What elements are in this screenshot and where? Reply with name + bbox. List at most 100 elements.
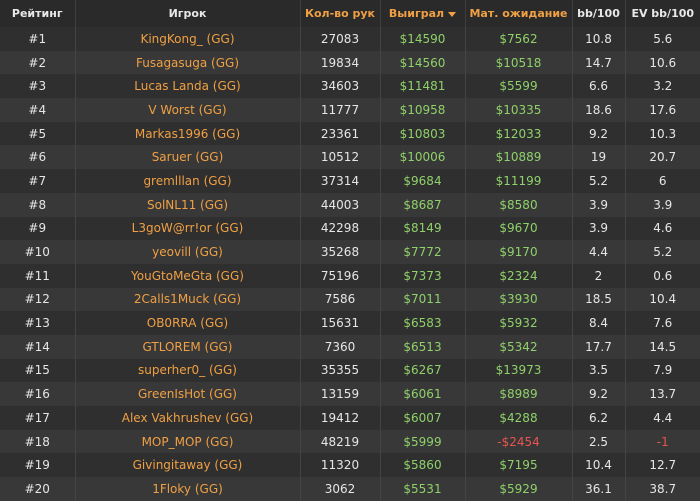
hands: 35355: [299, 358, 380, 383]
column-header: EV bb/100: [624, 0, 700, 27]
ev-bb-per-100: 6: [624, 169, 700, 193]
bb-per-100: 10.4: [571, 453, 625, 478]
ev-bb-per-100: 17.6: [624, 98, 700, 122]
table-row: #8 SolNL11 (GG) 44003 $8687 $8580 3.9 3.9: [0, 192, 700, 217]
ev-bb-per-100: 5.6: [624, 27, 700, 51]
player-name[interactable]: KingKong_ (GG): [74, 27, 300, 51]
rank: #20: [24, 481, 50, 496]
player-name[interactable]: GTLOREM (GG): [74, 334, 300, 359]
hands: 44003: [299, 192, 380, 217]
player-name[interactable]: V Worst (GG): [74, 98, 300, 122]
bb-per-100: 9.2: [571, 382, 625, 406]
player-name[interactable]: Fusagasuga (GG): [74, 50, 300, 75]
expected-value: $9670: [464, 216, 572, 241]
column-header: Кол-во рук: [299, 0, 380, 27]
ev-bb-per-100: 12.7: [624, 453, 700, 478]
bb-per-100: 3.9: [571, 192, 625, 217]
hands: 35268: [299, 240, 380, 264]
ev-bb-per-100: 20.7: [624, 145, 700, 170]
expected-value: $5932: [464, 311, 572, 335]
rank: #13: [24, 316, 50, 331]
rank: #8: [28, 197, 47, 212]
won: $6007: [379, 406, 465, 430]
bb-per-100: 2: [571, 263, 625, 288]
column-header: bb/100: [571, 0, 625, 27]
column-header: Игрок: [74, 0, 300, 27]
player-name[interactable]: Alex Vakhrushev (GG): [74, 406, 300, 430]
expected-value: $7562: [464, 27, 572, 51]
ev-bb-per-100: 13.7: [624, 382, 700, 406]
player-name[interactable]: MOP_MOP (GG): [74, 429, 300, 454]
hands: 48219: [299, 429, 380, 454]
hands: 37314: [299, 169, 380, 193]
rank: #11: [24, 268, 50, 283]
table-row: #18 MOP_MOP (GG) 48219 $5999 -$2454 2.5 -1: [0, 429, 700, 454]
hands: 34603: [299, 74, 380, 99]
ev-bb-per-100: 5.2: [624, 240, 700, 264]
bb-per-100: 18.6: [571, 98, 625, 122]
header-text: Рейтинг: [11, 7, 63, 20]
won: $5531: [379, 477, 465, 501]
player-name[interactable]: gremlllan (GG): [74, 169, 300, 193]
table-row: #10 yeovill (GG) 35268 $7772 $9170 4.4 5.2: [0, 240, 700, 264]
column-header: Выиграл: [379, 0, 465, 27]
table-row: #19 Givingitaway (GG) 11320 $5860 $7195 10.4 1…: [0, 453, 700, 478]
won: $9684: [379, 169, 465, 193]
rank: #15: [24, 363, 50, 378]
player-name[interactable]: GreenIsHot (GG): [74, 382, 300, 406]
player-name[interactable]: YouGtoMeGta (GG): [74, 263, 300, 288]
hands: 19412: [299, 406, 380, 430]
player-name[interactable]: L3goW@rr!or (GG): [74, 216, 300, 241]
table-row: #4 V Worst (GG) 11777 $10958 $10335 18.6 17.6: [0, 98, 700, 122]
table-row: #3 Lucas Landa (GG) 34603 $11481 $5599 6.6 3.2: [0, 74, 700, 99]
table-row: #11 YouGtoMeGta (GG) 75196 $7373 $2324 2 0.6: [0, 263, 700, 288]
ev-bb-per-100: 3.2: [624, 74, 700, 99]
expected-value: $5342: [464, 334, 572, 359]
ev-bb-per-100: 38.7: [624, 477, 700, 501]
won: $10958: [379, 98, 465, 122]
hands: 13159: [299, 382, 380, 406]
bb-per-100: 6.6: [571, 74, 625, 99]
expected-value: $10518: [464, 50, 572, 75]
player-name[interactable]: yeovill (GG): [74, 240, 300, 264]
won: $7373: [379, 263, 465, 288]
player-name[interactable]: SolNL11 (GG): [74, 192, 300, 217]
table-row: #14 GTLOREM (GG) 7360 $6513 $5342 17.7 14.5: [0, 334, 700, 359]
won: $6061: [379, 382, 465, 406]
hands: 75196: [299, 263, 380, 288]
bb-per-100: 3.9: [571, 216, 625, 241]
rank: #18: [24, 434, 50, 449]
bb-per-100: 3.5: [571, 358, 625, 383]
expected-value: $10889: [464, 145, 572, 170]
expected-value: $12033: [464, 121, 572, 146]
won: $6583: [379, 311, 465, 335]
bb-per-100: 14.7: [571, 50, 625, 75]
hands: 10512: [299, 145, 380, 170]
expected-value: $11199: [464, 169, 572, 193]
player-name[interactable]: Lucas Landa (GG): [74, 74, 300, 99]
expected-value: $2324: [464, 263, 572, 288]
player-name[interactable]: 1Floky (GG): [74, 477, 300, 501]
header-text: Кол-во рук: [304, 7, 376, 20]
hands: 19834: [299, 50, 380, 75]
player-name[interactable]: OB0RRA (GG): [74, 311, 300, 335]
ev-bb-per-100: 4.6: [624, 216, 700, 241]
won: $14560: [379, 50, 465, 75]
hands: 11320: [299, 453, 380, 478]
player-name[interactable]: Markas1996 (GG): [74, 121, 300, 146]
bb-per-100: 9.2: [571, 121, 625, 146]
bb-per-100: 17.7: [571, 334, 625, 359]
ev-bb-per-100: 4.4: [624, 406, 700, 430]
won: $6267: [379, 358, 465, 383]
player-name[interactable]: 2Calls1Muck (GG): [74, 287, 300, 312]
hands: 23361: [299, 121, 380, 146]
ev-bb-per-100: 3.9: [624, 192, 700, 217]
player-name[interactable]: Givingitaway (GG): [74, 453, 300, 478]
ev-bb-per-100: 7.6: [624, 311, 700, 335]
rank: #7: [28, 173, 47, 188]
player-name[interactable]: Saruer (GG): [74, 145, 300, 170]
expected-value: -$2454: [464, 429, 572, 454]
player-name[interactable]: superher0_ (GG): [74, 358, 300, 383]
bb-per-100: 36.1: [571, 477, 625, 501]
expected-value: $3930: [464, 287, 572, 312]
